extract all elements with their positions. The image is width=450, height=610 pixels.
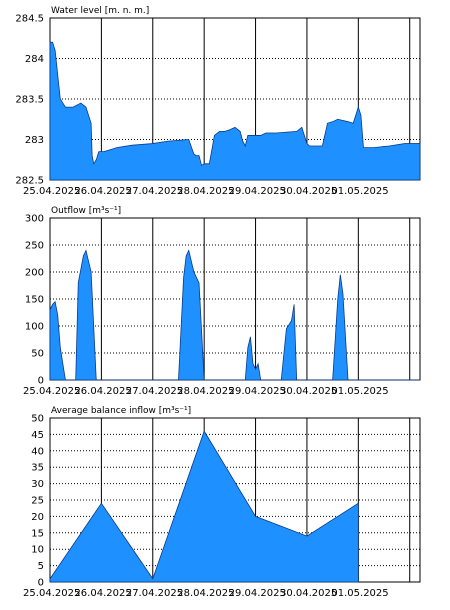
- water-level-x-axis: 25.04.202526.04.202527.04.202528.04.2025…: [23, 186, 389, 197]
- outflow-x-tick-label: 01.05.2025: [331, 386, 388, 397]
- balance-inflow-area: [49, 430, 359, 583]
- balance-inflow-x-tick-label: 26.04.2025: [74, 588, 131, 599]
- outflow-grid: [50, 217, 420, 380]
- water-level-area: [49, 41, 421, 181]
- outflow-x-tick-label: 26.04.2025: [74, 386, 131, 397]
- balance-inflow-y-tick-label: 5: [38, 561, 44, 572]
- outflow-y-tick-label: 250: [25, 241, 44, 252]
- balance-inflow-y-tick-label: 20: [31, 512, 44, 523]
- balance-inflow-x-tick-label: 25.04.2025: [23, 588, 80, 599]
- balance-inflow-y-tick-label: 40: [31, 446, 44, 457]
- balance-inflow-series-fill: [49, 430, 359, 583]
- water-level-series-fill: [49, 41, 421, 181]
- balance-inflow-y-tick-label: 45: [31, 430, 44, 441]
- balance-inflow-y-tick-label: 35: [31, 463, 44, 474]
- balance-inflow-x-tick-label: 30.04.2025: [280, 588, 337, 599]
- balance-inflow-x-tick-label: 27.04.2025: [126, 588, 183, 599]
- outflow-y-tick-label: 150: [25, 295, 44, 306]
- water-level-y-tick-label: 284: [25, 54, 44, 65]
- outflow-y-axis: 0 50 100 150 200 250 300: [25, 214, 44, 387]
- water-level-x-tick-label: 26.04.2025: [74, 186, 131, 197]
- outflow-area: [49, 249, 420, 381]
- water-level-chart: Water level [m. n. m.] 282.5283283.52842…: [15, 6, 421, 197]
- balance-inflow-x-axis: 25.04.202526.04.202527.04.202528.04.2025…: [23, 588, 389, 599]
- water-level-y-tick-label: 283.5: [15, 95, 44, 106]
- balance-inflow-title: Average balance inflow [m³s⁻¹]: [51, 406, 191, 416]
- water-level-title: Water level [m. n. m.]: [51, 6, 149, 16]
- outflow-x-axis: 25.04.202526.04.202527.04.202528.04.2025…: [23, 386, 389, 397]
- water-level-x-tick-label: 27.04.2025: [126, 186, 183, 197]
- balance-inflow-y-tick-label: 15: [31, 528, 44, 539]
- water-level-x-tick-label: 30.04.2025: [280, 186, 337, 197]
- outflow-title: Outflow [m³s⁻¹]: [51, 206, 121, 216]
- outflow-series-fill: [49, 249, 420, 381]
- balance-inflow-y-tick-label: 0: [38, 578, 44, 589]
- water-level-y-tick-label: 283: [25, 135, 44, 146]
- outflow-x-tick-label: 30.04.2025: [280, 386, 337, 397]
- outflow-y-tick-label: 200: [25, 268, 44, 279]
- balance-inflow-x-tick-label: 01.05.2025: [331, 588, 388, 599]
- outflow-plot-frame: [49, 217, 421, 381]
- outflow-x-tick-label: 28.04.2025: [177, 386, 234, 397]
- balance-inflow-y-tick-label: 10: [31, 545, 44, 556]
- water-level-y-tick-label: 282.5: [15, 176, 44, 187]
- outflow-y-tick-label: 0: [38, 376, 44, 387]
- water-level-x-tick-label: 25.04.2025: [23, 186, 80, 197]
- outflow-x-tick-label: 25.04.2025: [23, 386, 80, 397]
- balance-inflow-x-tick-label: 29.04.2025: [229, 588, 286, 599]
- outflow-y-tick-label: 300: [25, 214, 44, 225]
- balance-inflow-y-tick-label: 25: [31, 496, 44, 507]
- water-level-x-tick-label: 28.04.2025: [177, 186, 234, 197]
- outflow-x-tick-label: 29.04.2025: [229, 386, 286, 397]
- water-level-x-tick-label: 01.05.2025: [331, 186, 388, 197]
- balance-inflow-chart: Average balance inflow [m³s⁻¹] 0 5 10 15 20 2…: [23, 406, 421, 599]
- balance-inflow-y-axis: 0 5 10 15 20 25 30 35 40 45 50: [31, 414, 44, 589]
- water-level-y-axis: 282.5 283 283.5 284 284.5: [15, 14, 44, 187]
- outflow-x-tick-label: 27.04.2025: [126, 386, 183, 397]
- balance-inflow-y-tick-label: 30: [31, 479, 44, 490]
- balance-inflow-x-tick-label: 28.04.2025: [177, 588, 234, 599]
- water-level-y-tick-label: 284.5: [15, 14, 44, 25]
- balance-inflow-y-tick-label: 50: [31, 414, 44, 425]
- water-level-x-tick-label: 29.04.2025: [229, 186, 286, 197]
- outflow-y-tick-label: 100: [25, 322, 44, 333]
- outflow-y-tick-label: 50: [31, 349, 44, 360]
- outflow-chart: Outflow [m³s⁻¹] 0 50 100 150 200 250 300 25.04…: [23, 206, 421, 397]
